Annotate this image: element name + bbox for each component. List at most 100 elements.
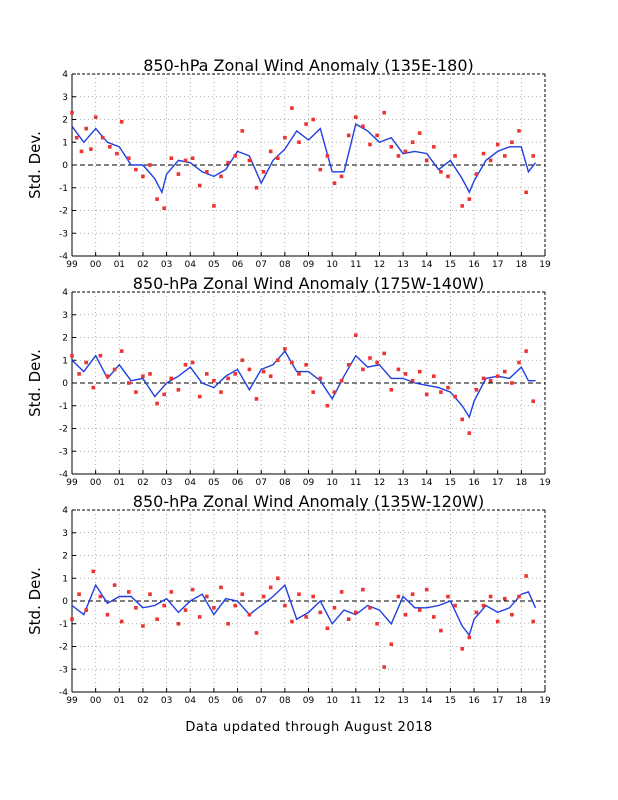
footer-note: Data updated through August 2018 (185, 720, 432, 735)
data-point (474, 388, 479, 392)
data-point (382, 665, 386, 669)
data-point (162, 603, 166, 608)
data-point (339, 590, 344, 594)
x-tick-label: 09 (303, 478, 315, 488)
data-point (155, 401, 159, 406)
data-point (219, 174, 223, 179)
data-point (254, 631, 259, 635)
data-point (524, 349, 528, 353)
data-point (141, 374, 145, 378)
x-tick-label: 04 (185, 478, 197, 488)
data-point (176, 388, 181, 392)
data-point (205, 594, 209, 599)
y-tick-label: 2 (62, 552, 68, 562)
data-point (389, 388, 394, 392)
data-point (510, 381, 514, 385)
data-point (112, 367, 117, 372)
x-tick-label: 02 (137, 260, 148, 270)
y-tick-label: 4 (62, 70, 68, 80)
data-point (205, 170, 209, 174)
data-point (375, 360, 379, 365)
data-point (453, 603, 457, 608)
data-point (531, 619, 535, 624)
data-point (84, 126, 88, 131)
x-tick-label: 15 (445, 260, 456, 270)
data-point (226, 622, 230, 626)
data-point (467, 431, 472, 435)
y-tick-label: 1 (62, 574, 68, 584)
data-point (396, 154, 401, 158)
x-tick-label: 01 (114, 478, 125, 488)
x-tick-label: 11 (350, 260, 361, 270)
x-tick-label: 12 (374, 696, 385, 706)
data-point (488, 594, 493, 599)
data-point (108, 145, 112, 149)
y-tick-label: 1 (62, 138, 68, 148)
data-point (382, 351, 386, 356)
data-point (318, 376, 323, 381)
data-point (417, 608, 422, 612)
data-point (212, 204, 216, 208)
data-point (79, 149, 84, 154)
data-point (354, 333, 358, 337)
data-point (495, 142, 500, 147)
data-point (84, 360, 88, 365)
x-tick-label: 16 (468, 696, 480, 706)
x-tick-label: 15 (445, 696, 456, 706)
data-point (91, 569, 96, 574)
data-point (332, 181, 337, 185)
data-point (517, 360, 521, 365)
data-point (432, 615, 436, 619)
data-point (240, 358, 245, 362)
y-tick-label: 4 (62, 506, 68, 516)
x-tick-label: 00 (90, 260, 102, 270)
data-point (375, 622, 379, 626)
x-tick-label: 09 (303, 696, 315, 706)
y-tick-label: -1 (59, 184, 68, 194)
data-point (290, 360, 294, 365)
data-point (276, 156, 280, 160)
data-point (481, 376, 486, 381)
x-tick-label: 08 (279, 260, 291, 270)
chart-title: 850-hPa Zonal Wind Anomaly (135E-180) (143, 56, 474, 75)
data-point (155, 197, 159, 201)
data-point (304, 615, 308, 619)
chart-panel-1: 850-hPa Zonal Wind Anomaly (135E-180) Std… (26, 56, 551, 270)
x-tick-label: 10 (326, 478, 338, 488)
data-point (432, 374, 436, 378)
data-point (403, 149, 408, 154)
y-axis-label: Std. Dev. (26, 131, 44, 199)
data-point (77, 372, 81, 376)
data-point (77, 592, 81, 596)
data-point (127, 590, 131, 594)
data-point (346, 363, 351, 367)
data-point (127, 156, 131, 160)
data-point (105, 612, 110, 617)
x-tick-label: 01 (114, 260, 125, 270)
data-point (134, 167, 138, 172)
y-axis-label: Std. Dev. (26, 567, 44, 635)
data-point (325, 626, 330, 631)
data-point (190, 587, 195, 592)
x-tick-label: 00 (90, 478, 102, 488)
y-tick-label: -2 (59, 207, 68, 217)
x-tick-label: 07 (255, 478, 266, 488)
data-point (439, 628, 443, 633)
data-point (495, 374, 500, 378)
data-point (361, 587, 365, 592)
x-tick-label: 00 (90, 696, 102, 706)
data-point (517, 594, 521, 599)
data-point (261, 369, 266, 374)
data-point (460, 647, 464, 651)
data-point (503, 596, 507, 601)
data-point (247, 612, 252, 617)
data-point (233, 603, 237, 608)
x-tick-label: 05 (208, 696, 219, 706)
x-tick-label: 08 (279, 478, 291, 488)
x-tick-label: 14 (421, 478, 433, 488)
data-point (481, 603, 486, 608)
data-point (276, 576, 280, 581)
data-point (141, 624, 145, 628)
y-tick-label: 0 (62, 161, 68, 171)
x-tick-label: 14 (421, 260, 433, 270)
